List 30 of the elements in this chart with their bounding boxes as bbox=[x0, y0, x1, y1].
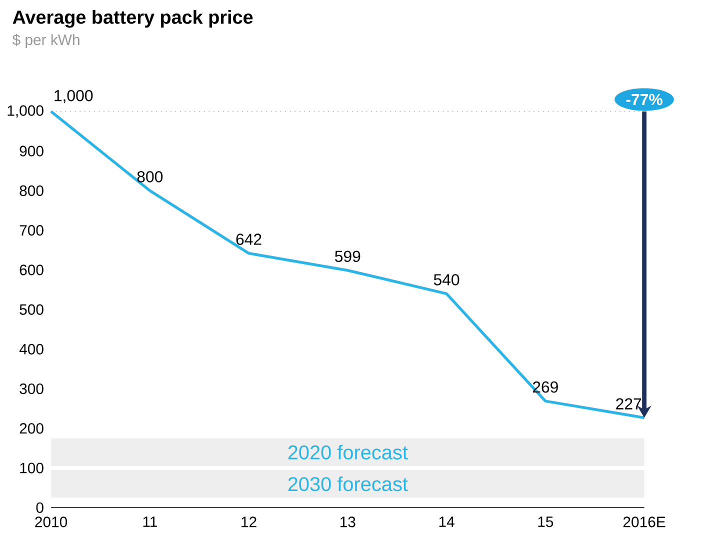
data-label: 540 bbox=[434, 274, 460, 286]
x-tick-label: 15 bbox=[538, 516, 554, 528]
x-tick-label: 11 bbox=[143, 516, 157, 528]
x-tick-label: 12 bbox=[242, 516, 256, 528]
y-tick-label: 200 bbox=[20, 423, 44, 434]
y-tick-label: 800 bbox=[20, 186, 44, 196]
y-tick-label: 300 bbox=[20, 384, 44, 394]
y-tick-label: 400 bbox=[19, 344, 44, 355]
y-tick-label: 100 bbox=[20, 462, 44, 474]
data-label: 642 bbox=[236, 234, 262, 246]
y-tick-label: 0 bbox=[36, 502, 44, 514]
x-tick-label: 14 bbox=[439, 516, 454, 528]
band-label: 2020 forecast bbox=[288, 445, 408, 460]
data-label: 599 bbox=[335, 250, 360, 262]
y-tick-label: 500 bbox=[20, 304, 44, 316]
data-label: 800 bbox=[137, 171, 163, 183]
annotation: -77% bbox=[626, 94, 662, 106]
y-tick-label: 900 bbox=[20, 146, 44, 157]
chart-title: Average battery pack price bbox=[12, 10, 253, 28]
data-label: 227 bbox=[616, 398, 642, 410]
band-label: 2030 forecast bbox=[288, 476, 408, 492]
y-tick-label: 700 bbox=[20, 225, 44, 236]
chart-subtitle: $ per kWh bbox=[12, 34, 80, 48]
y-tick-label: 1,000 bbox=[8, 106, 44, 118]
x-tick-label: 2010 bbox=[35, 516, 68, 528]
data-label: 1,000 bbox=[54, 90, 93, 104]
x-tick-label: 13 bbox=[340, 516, 356, 528]
y-tick-label: 600 bbox=[20, 264, 44, 276]
x-tick-label: 2016E bbox=[623, 516, 666, 528]
data-label: 269 bbox=[532, 382, 558, 393]
